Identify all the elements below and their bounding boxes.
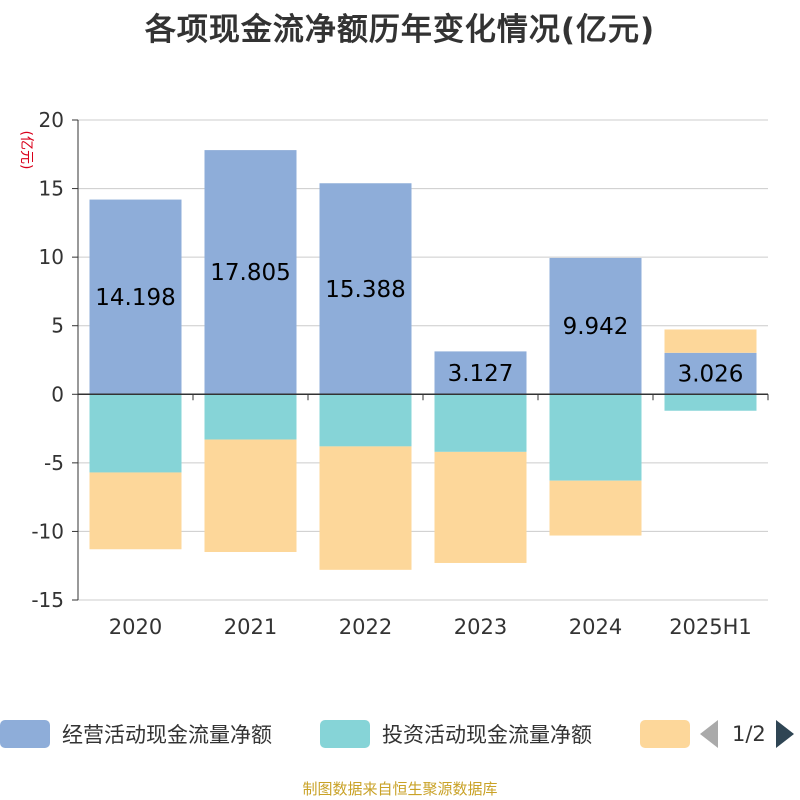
y-unit-label: (亿元) bbox=[18, 131, 34, 170]
data-label: 9.942 bbox=[563, 314, 629, 340]
x-tick-label: 2020 bbox=[109, 615, 162, 639]
bar-1-2020 bbox=[89, 199, 182, 395]
bar-2-2023 bbox=[434, 394, 527, 452]
data-label: 14.198 bbox=[95, 285, 175, 311]
x-tick-label: 2024 bbox=[569, 615, 622, 639]
bar-1-2021 bbox=[204, 150, 297, 395]
bar-2-2022 bbox=[319, 394, 412, 447]
legend-item-3[interactable] bbox=[640, 716, 690, 752]
bar-1-2023 bbox=[434, 351, 527, 395]
legend-pager: 1/2 bbox=[700, 716, 794, 752]
legend-swatch bbox=[0, 720, 50, 748]
source-note: 制图数据来自恒生聚源数据库 bbox=[302, 780, 498, 798]
data-label: 3.026 bbox=[678, 362, 744, 388]
bar-1-2022 bbox=[319, 183, 412, 395]
bar-3-2023 bbox=[434, 451, 527, 563]
legend-prev-arrow-icon[interactable] bbox=[700, 720, 718, 748]
legend-swatch bbox=[320, 720, 370, 748]
bar-2-2025H1 bbox=[664, 394, 757, 411]
bar-3-2025H1 bbox=[664, 329, 757, 353]
chart-legend: 经营活动现金流量净额 投资活动现金流量净额 bbox=[0, 716, 800, 756]
y-tick-label: 5 bbox=[51, 314, 64, 338]
x-tick-label: 2021 bbox=[224, 615, 277, 639]
bar-2-2024 bbox=[549, 394, 642, 481]
x-tick-label: 2022 bbox=[339, 615, 392, 639]
chart-title: 各项现金流净额历年变化情况(亿元) bbox=[144, 12, 656, 48]
y-tick-label: 10 bbox=[39, 245, 64, 269]
legend-item-2[interactable]: 投资活动现金流量净额 bbox=[320, 716, 592, 752]
bar-2-2020 bbox=[89, 394, 182, 473]
bar-1-2025H1 bbox=[664, 352, 757, 395]
x-tick-label: 2025H1 bbox=[669, 615, 752, 639]
y-tick-label: 20 bbox=[39, 108, 64, 132]
y-tick-label: -5 bbox=[44, 451, 64, 475]
bar-3-2020 bbox=[89, 472, 182, 550]
bar-3-2024 bbox=[549, 480, 642, 536]
legend-swatch bbox=[640, 720, 690, 748]
legend-next-arrow-icon[interactable] bbox=[775, 720, 794, 748]
y-tick-label: -10 bbox=[31, 519, 64, 543]
y-tick-label: 0 bbox=[51, 382, 64, 406]
legend-label: 经营活动现金流量净额 bbox=[62, 723, 272, 747]
bar-3-2021 bbox=[204, 439, 297, 552]
bar-1-2024 bbox=[549, 257, 642, 395]
y-tick-label: 15 bbox=[39, 177, 64, 201]
legend-label: 投资活动现金流量净额 bbox=[382, 723, 592, 747]
data-label: 3.127 bbox=[448, 361, 514, 387]
chart-plot: -15 -10 -5 0 5 10 15 20 (亿元) 14.198 17.805 15.388 3.… bbox=[18, 108, 769, 639]
data-label: 17.805 bbox=[210, 260, 290, 286]
data-label: 15.388 bbox=[325, 277, 405, 303]
y-tick-label: -15 bbox=[31, 588, 64, 612]
bar-2-2021 bbox=[204, 394, 297, 440]
x-tick-label: 2023 bbox=[454, 615, 507, 639]
legend-item-1[interactable]: 经营活动现金流量净额 bbox=[0, 716, 272, 752]
legend-page-indicator: 1/2 bbox=[732, 722, 766, 746]
bar-3-2022 bbox=[319, 446, 412, 570]
